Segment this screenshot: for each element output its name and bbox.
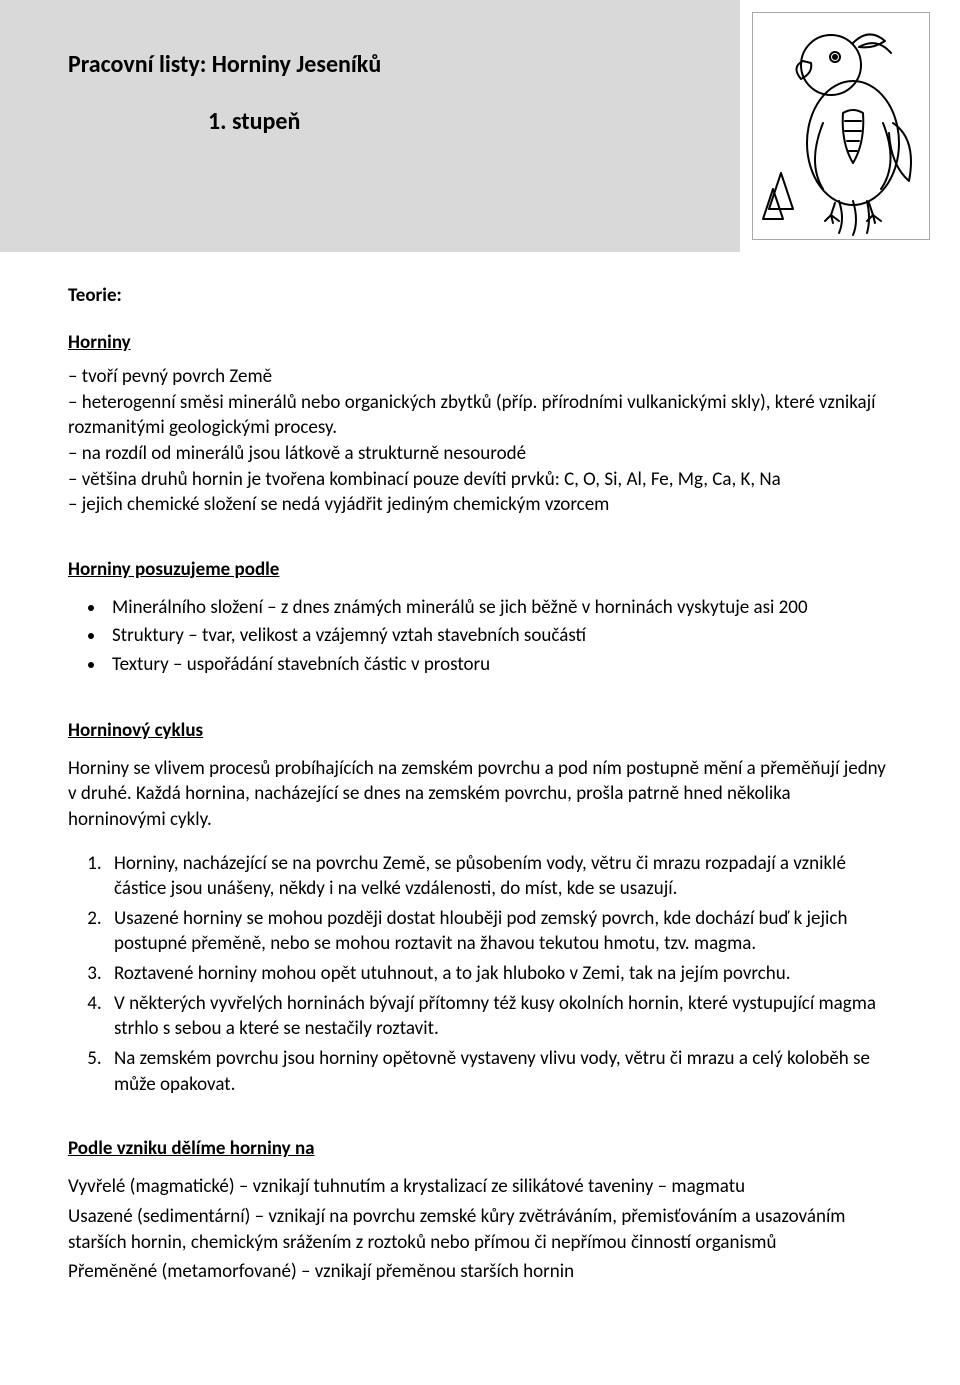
- document-body: Teorie: Horniny – tvoří pevný povrch Zem…: [0, 284, 960, 1325]
- classification-item: Přeměněné (metamorfované) – vznikají pře…: [68, 1259, 892, 1285]
- cycle-steps: Horniny, nacházející se na povrchu Země,…: [106, 851, 892, 1098]
- header-bar: Pracovní listy: Horniny Jeseníků 1. stup…: [0, 0, 740, 252]
- cycle-step: Na zemském povrchu jsou horniny opětovně…: [106, 1046, 892, 1097]
- theory-item: – tvoří pevný povrch Země: [68, 364, 892, 390]
- assess-item: Textury – uspořádání stavebních částic v…: [106, 652, 892, 679]
- cycle-step: Roztavené horniny mohou opět utuhnout, a…: [106, 961, 892, 987]
- cycle-step: Horniny, nacházející se na povrchu Země,…: [106, 851, 892, 902]
- classification-list: Vyvřelé (magmatické) – vznikají tuhnutím…: [68, 1174, 892, 1285]
- page-subtitle: 1. stupeň: [208, 107, 740, 136]
- page-title: Pracovní listy: Horniny Jeseníků: [68, 50, 740, 79]
- theory-item: – heterogenní směsi minerálů nebo organi…: [68, 390, 892, 441]
- classification-item: Usazené (sedimentární) – vznikají na pov…: [68, 1204, 892, 1255]
- theory-label: Teorie:: [68, 284, 892, 307]
- cycle-intro: Horniny se vlivem procesů probíhajících …: [68, 756, 892, 833]
- classification-item: Vyvřelé (magmatické) – vznikají tuhnutím…: [68, 1174, 892, 1200]
- theory-item: – většina druhů hornin je tvořena kombin…: [68, 467, 892, 493]
- assess-item: Struktury – tvar, velikost a vzájemný vz…: [106, 623, 892, 650]
- classification-heading: Podle vzniku dělíme horniny na: [68, 1137, 892, 1160]
- assess-heading: Horniny posuzujeme podle: [68, 558, 892, 581]
- assess-list: Minerálního složení – z dnes známých min…: [106, 595, 892, 679]
- theory-list: – tvoří pevný povrch Země – heterogenní …: [68, 364, 892, 518]
- assess-item: Minerálního složení – z dnes známých min…: [106, 595, 892, 622]
- theory-item: – jejich chemické složení se nedá vyjádř…: [68, 492, 892, 518]
- parrot-mascot-image: [752, 12, 930, 240]
- theory-item: – na rozdíl od minerálů jsou látkově a s…: [68, 441, 892, 467]
- cycle-step: V některých vyvřelých horninách bývají p…: [106, 991, 892, 1042]
- cycle-step: Usazené horniny se mohou později dostat …: [106, 906, 892, 957]
- theory-heading: Horniny: [68, 331, 892, 354]
- cycle-heading: Horninový cyklus: [68, 719, 892, 742]
